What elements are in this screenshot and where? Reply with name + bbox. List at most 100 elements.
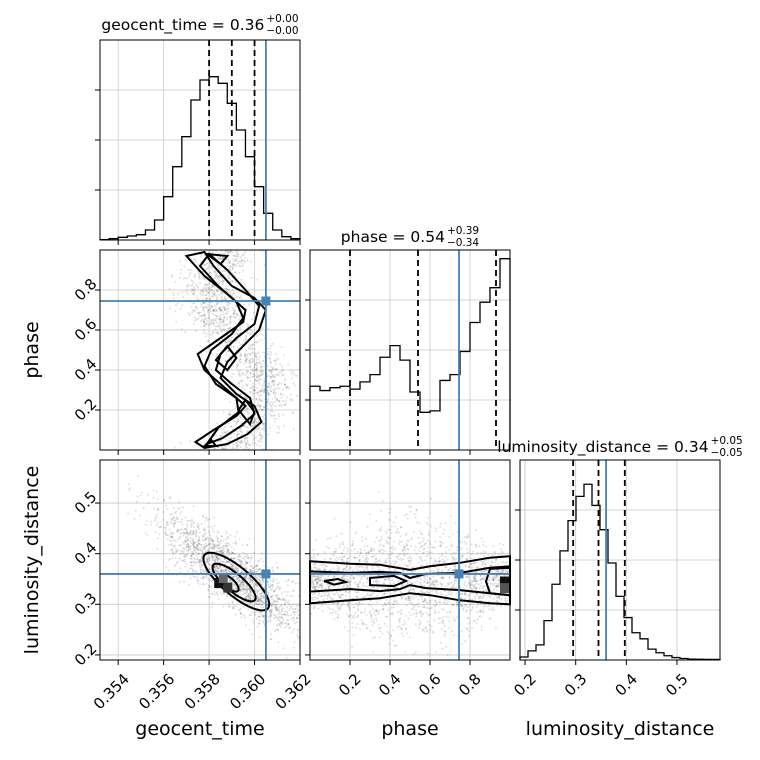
- scatter-point: [176, 530, 178, 533]
- scatter-point: [187, 550, 190, 553]
- scatter-point: [244, 373, 247, 376]
- scatter-point: [243, 253, 245, 256]
- scatter-point: [248, 538, 251, 541]
- scatter-point: [463, 535, 466, 538]
- scatter-point: [198, 563, 201, 566]
- scatter-point: [243, 438, 246, 441]
- scatter-point: [246, 370, 249, 373]
- scatter-point: [215, 310, 218, 312]
- scatter-point: [245, 358, 248, 361]
- scatter-point: [250, 610, 253, 613]
- scatter-point: [490, 577, 493, 580]
- scatter-point: [261, 359, 264, 362]
- scatter-point: [236, 333, 239, 336]
- scatter-point: [219, 318, 222, 321]
- scatter-point: [251, 351, 254, 354]
- scatter-point: [223, 592, 226, 595]
- scatter-point: [284, 603, 286, 606]
- scatter-point: [185, 285, 188, 288]
- scatter-point: [236, 253, 239, 256]
- scatter-point: [259, 400, 262, 403]
- scatter-point: [228, 338, 231, 341]
- scatter-point: [232, 552, 235, 555]
- scatter-point: [246, 330, 249, 333]
- scatter-point: [221, 560, 224, 563]
- scatter-point: [196, 545, 199, 548]
- scatter-point: [342, 543, 344, 546]
- scatter-point: [232, 420, 235, 423]
- scatter-point: [271, 410, 274, 413]
- scatter-point: [213, 558, 216, 561]
- scatter-point: [227, 416, 229, 419]
- scatter-point: [216, 540, 219, 543]
- scatter-point: [373, 621, 376, 624]
- scatter-point: [274, 405, 277, 408]
- scatter-point: [228, 291, 231, 294]
- scatter-point: [223, 329, 225, 332]
- scatter-point: [251, 619, 254, 622]
- scatter-point: [361, 536, 364, 539]
- scatter-point: [194, 319, 197, 322]
- scatter-point: [280, 346, 283, 349]
- scatter-point: [275, 399, 278, 402]
- scatter-point: [220, 535, 223, 538]
- scatter-point: [494, 561, 496, 564]
- scatter-point: [350, 614, 352, 617]
- scatter-point: [375, 519, 378, 522]
- scatter-point: [239, 331, 242, 334]
- scatter-point: [215, 303, 218, 306]
- scatter-point: [219, 309, 222, 312]
- scatter-point: [238, 271, 241, 274]
- scatter-point: [476, 618, 479, 621]
- scatter-point: [278, 404, 280, 407]
- scatter-point: [273, 417, 276, 420]
- scatter-point: [428, 584, 431, 587]
- scatter-point: [242, 269, 244, 272]
- scatter-point: [178, 512, 181, 515]
- scatter-point: [202, 290, 205, 293]
- scatter-point: [367, 569, 370, 572]
- scatter-point: [484, 551, 487, 554]
- scatter-point: [436, 583, 439, 586]
- scatter-point: [488, 595, 491, 598]
- scatter-point: [225, 354, 228, 356]
- scatter-point: [210, 318, 213, 321]
- scatter-point: [235, 447, 238, 450]
- scatter-point: [331, 611, 334, 614]
- scatter-point: [236, 436, 239, 438]
- scatter-point: [186, 285, 189, 288]
- scatter-point: [210, 537, 213, 540]
- scatter-point: [239, 440, 242, 443]
- scatter-point: [220, 538, 222, 541]
- scatter-point: [224, 270, 227, 273]
- scatter-point: [218, 275, 220, 278]
- scatter-point: [246, 324, 249, 327]
- scatter-point: [366, 545, 369, 548]
- scatter-point: [242, 384, 245, 387]
- scatter-point: [168, 539, 171, 542]
- scatter-point: [238, 580, 241, 582]
- scatter-point: [281, 399, 284, 402]
- scatter-point: [420, 565, 423, 567]
- scatter-point: [407, 617, 410, 620]
- scatter-point: [234, 331, 237, 334]
- scatter-point: [254, 374, 257, 377]
- scatter-point: [208, 542, 211, 545]
- scatter-point: [271, 366, 274, 369]
- scatter-point: [244, 285, 247, 288]
- scatter-point: [216, 566, 219, 569]
- scatter-point: [212, 293, 215, 296]
- scatter-point: [240, 278, 243, 281]
- scatter-point: [222, 321, 225, 323]
- scatter-point: [411, 582, 414, 585]
- scatter-point: [235, 255, 238, 258]
- scatter-point: [203, 301, 206, 304]
- scatter-point: [326, 597, 329, 600]
- scatter-point: [288, 604, 291, 607]
- scatter-point: [271, 380, 274, 383]
- scatter-point: [270, 595, 273, 598]
- scatter-point: [229, 316, 232, 319]
- scatter-point: [215, 434, 218, 436]
- scatter-point: [397, 558, 400, 561]
- scatter-point: [312, 549, 315, 552]
